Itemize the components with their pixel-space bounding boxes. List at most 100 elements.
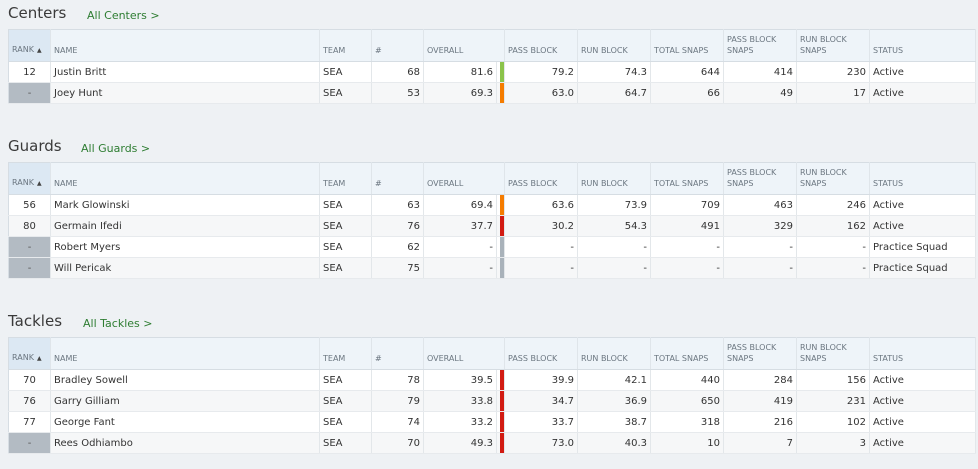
col-header-name[interactable]: NAME <box>50 337 320 370</box>
col-header-rank[interactable]: RANK ▲ <box>8 162 51 195</box>
cell-team: SEA <box>319 257 372 279</box>
player-name-link[interactable]: Bradley Sowell <box>50 369 320 391</box>
cell-pass-block-snaps: 49 <box>723 82 797 104</box>
section-centers: Centers All Centers > RANK ▲ NAME TEAM # OVERAL… <box>0 0 978 104</box>
grade-bar-cell <box>496 82 505 104</box>
col-header-run-block-snaps[interactable]: RUN BLOCK SNAPS <box>796 29 870 62</box>
cell-pass-block: 73.0 <box>504 432 578 454</box>
col-header-overall[interactable]: OVERALL <box>423 337 505 370</box>
cell-rank: - <box>8 257 51 279</box>
player-name-link[interactable]: Justin Britt <box>50 61 320 83</box>
col-header-name[interactable]: NAME <box>50 162 320 195</box>
col-header-rank[interactable]: RANK ▲ <box>8 29 51 62</box>
player-name-link[interactable]: Mark Glowinski <box>50 194 320 216</box>
header-label: TEAM <box>323 354 346 363</box>
col-header-pass-block-snaps[interactable]: PASS BLOCK SNAPS <box>723 162 797 195</box>
cell-number: 74 <box>371 411 424 433</box>
col-header-status[interactable]: STATUS <box>869 162 976 195</box>
header-label: RUN BLOCK SNAPS <box>800 343 847 363</box>
col-header-status[interactable]: STATUS <box>869 337 976 370</box>
col-header-team[interactable]: TEAM <box>319 162 372 195</box>
col-header-pass-block[interactable]: PASS BLOCK <box>504 29 578 62</box>
player-name-link[interactable]: Will Pericak <box>50 257 320 279</box>
col-header-pass-block-snaps[interactable]: PASS BLOCK SNAPS <box>723 337 797 370</box>
col-header-pass-block-snaps[interactable]: PASS BLOCK SNAPS <box>723 29 797 62</box>
col-header-team[interactable]: TEAM <box>319 337 372 370</box>
grade-color-bar <box>500 83 504 103</box>
cell-run-block: 40.3 <box>577 432 651 454</box>
col-header-status[interactable]: STATUS <box>869 29 976 62</box>
section-all-link[interactable]: All Centers > <box>87 9 160 22</box>
col-header-total-snaps[interactable]: TOTAL SNAPS <box>650 162 724 195</box>
col-header-overall[interactable]: OVERALL <box>423 162 505 195</box>
player-name-link[interactable]: Germain Ifedi <box>50 215 320 237</box>
header-label: PASS BLOCK SNAPS <box>727 343 777 363</box>
cell-run-block-snaps: 162 <box>796 215 870 237</box>
cell-pass-block: - <box>504 236 578 258</box>
cell-overall: 69.4 <box>423 194 497 216</box>
sort-ascending-icon: ▲ <box>36 355 42 362</box>
grade-color-bar <box>500 433 504 453</box>
section-header: Centers All Centers > <box>0 0 978 30</box>
grade-bar-cell <box>496 411 505 433</box>
cell-team: SEA <box>319 390 372 412</box>
col-header-pass-block[interactable]: PASS BLOCK <box>504 337 578 370</box>
cell-rank: 80 <box>8 215 51 237</box>
section-guards: Guards All Guards > RANK ▲ NAME TEAM # OVERALL P… <box>0 133 978 279</box>
cell-run-block: 73.9 <box>577 194 651 216</box>
col-header-rank[interactable]: RANK ▲ <box>8 337 51 370</box>
cell-pass-block: - <box>504 257 578 279</box>
cell-status: Active <box>869 194 976 216</box>
section-all-link[interactable]: All Guards > <box>81 142 151 155</box>
col-header-number[interactable]: # <box>371 29 424 62</box>
col-header-number[interactable]: # <box>371 337 424 370</box>
col-header-run-block-snaps[interactable]: RUN BLOCK SNAPS <box>796 162 870 195</box>
col-header-number[interactable]: # <box>371 162 424 195</box>
cell-run-block: 42.1 <box>577 369 651 391</box>
header-label: OVERALL <box>427 179 464 188</box>
header-label: TOTAL SNAPS <box>654 354 709 363</box>
roster-table: RANK ▲ NAME TEAM # OVERALL PASS BLOCK RUN BLOCK… <box>8 337 976 454</box>
cell-pass-block-snaps: 463 <box>723 194 797 216</box>
grade-color-bar <box>500 195 504 215</box>
section-tackles: Tackles All Tackles > RANK ▲ NAME TEAM # OVERAL… <box>0 308 978 454</box>
section-title: Tackles <box>8 312 63 330</box>
header-label: OVERALL <box>427 46 464 55</box>
cell-pass-block-snaps: 216 <box>723 411 797 433</box>
header-label: RUN BLOCK SNAPS <box>800 35 847 55</box>
col-header-overall[interactable]: OVERALL <box>423 29 505 62</box>
player-name-link[interactable]: Robert Myers <box>50 236 320 258</box>
cell-pass-block: 63.0 <box>504 82 578 104</box>
header-label: # <box>375 354 382 363</box>
cell-pass-block: 34.7 <box>504 390 578 412</box>
cell-status: Active <box>869 432 976 454</box>
col-header-team[interactable]: TEAM <box>319 29 372 62</box>
col-header-run-block[interactable]: RUN BLOCK <box>577 337 651 370</box>
header-label: TEAM <box>323 179 346 188</box>
player-name-link[interactable]: Joey Hunt <box>50 82 320 104</box>
cell-team: SEA <box>319 369 372 391</box>
player-name-link[interactable]: Rees Odhiambo <box>50 432 320 454</box>
cell-pass-block-snaps: 329 <box>723 215 797 237</box>
cell-run-block-snaps: - <box>796 257 870 279</box>
col-header-pass-block[interactable]: PASS BLOCK <box>504 162 578 195</box>
cell-overall: 39.5 <box>423 369 497 391</box>
col-header-run-block[interactable]: RUN BLOCK <box>577 29 651 62</box>
cell-pass-block: 79.2 <box>504 61 578 83</box>
col-header-run-block[interactable]: RUN BLOCK <box>577 162 651 195</box>
grade-color-bar <box>500 237 504 257</box>
col-header-total-snaps[interactable]: TOTAL SNAPS <box>650 29 724 62</box>
cell-number: 53 <box>371 82 424 104</box>
cell-team: SEA <box>319 432 372 454</box>
cell-number: 76 <box>371 215 424 237</box>
player-name-link[interactable]: Garry Gilliam <box>50 390 320 412</box>
col-header-run-block-snaps[interactable]: RUN BLOCK SNAPS <box>796 337 870 370</box>
cell-run-block-snaps: 3 <box>796 432 870 454</box>
header-label: NAME <box>54 46 78 55</box>
col-header-total-snaps[interactable]: TOTAL SNAPS <box>650 337 724 370</box>
header-label: PASS BLOCK <box>508 179 558 188</box>
player-name-link[interactable]: George Fant <box>50 411 320 433</box>
cell-run-block-snaps: 230 <box>796 61 870 83</box>
col-header-name[interactable]: NAME <box>50 29 320 62</box>
section-all-link[interactable]: All Tackles > <box>83 317 153 330</box>
